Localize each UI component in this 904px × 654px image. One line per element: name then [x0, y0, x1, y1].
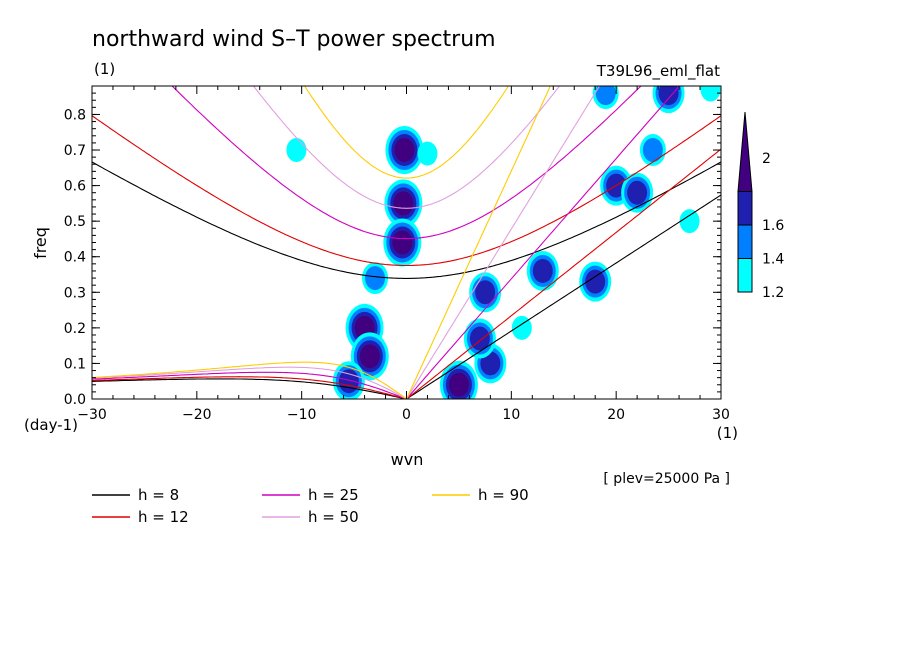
curve-kelvin-h-90 [405, 86, 551, 399]
y-axis: 0.0 0.1 0.2 0.3 0.4 0.5 0.6 0.7 0.8 [64, 92, 721, 408]
x-tick-label: 0 [402, 407, 411, 423]
legend: h = 8 h = 12 h = 25 h = 50 h = 90 [92, 486, 529, 526]
power-blob-0-level-4 [394, 138, 415, 163]
dispersion-curves [92, 86, 721, 399]
legend-label: h = 50 [308, 508, 359, 526]
x-tick-label: −20 [182, 407, 212, 423]
x-tick-label: −30 [77, 407, 107, 423]
curve-rossby-h-50 [92, 366, 407, 399]
colorbar: 1.2 1.4 1.6 2 [737, 111, 784, 301]
chart-title: northward wind S–T power spectrum [92, 27, 496, 52]
experiment-label: T39L96_eml_flat [596, 62, 720, 81]
colorbar-segment [737, 258, 753, 293]
colorbar-segment [737, 191, 753, 226]
legend-label: h = 25 [308, 486, 359, 504]
curve-gravity-h-8 [92, 161, 721, 279]
colorbar-label: 1.2 [762, 285, 784, 301]
colorbar-label: 1.4 [762, 252, 784, 268]
power-blob-16-level-2 [595, 86, 616, 106]
curve-rossby-h-12 [92, 376, 407, 399]
legend-label: h = 8 [138, 486, 179, 504]
curve-gravity-h-90 [303, 86, 510, 179]
curve-kelvin-h-8 [406, 194, 721, 399]
power-blob-8-level-3 [480, 351, 501, 376]
power-contours [286, 86, 721, 399]
power-blob-18-level-2 [365, 266, 386, 291]
y-axis-unit: (day-1) [24, 416, 78, 434]
curve-gravity-h-50 [252, 86, 561, 209]
curve-gravity-h-25 [171, 86, 642, 240]
power-blob-17-level-1 [286, 138, 307, 163]
curve-rossby-h-8 [92, 378, 407, 399]
curve-gravity-h-12 [92, 115, 721, 267]
legend-label: h = 12 [138, 508, 189, 526]
x-tick-label: −10 [287, 407, 317, 423]
y-axis-label: freq [31, 227, 50, 259]
colorbar-segment [737, 224, 753, 259]
power-blob-14-level-2 [642, 138, 663, 163]
colorbar-label: 2 [762, 151, 771, 167]
y-tick-label: 0.7 [64, 143, 86, 159]
power-blob-2-level-4 [392, 230, 413, 255]
legend-label: h = 90 [478, 486, 529, 504]
x-axis: −30 −20 −10 0 10 20 30 [77, 86, 730, 423]
power-blob-20-level-1 [511, 315, 532, 340]
power-blob-11-level-3 [585, 269, 606, 294]
power-blob-4-level-4 [359, 344, 380, 369]
colorbar-label: 1.6 [762, 218, 784, 234]
power-blob-13-level-3 [627, 180, 648, 205]
y-tick-label: 0.1 [64, 356, 86, 372]
curve-rossby-h-25 [92, 371, 407, 399]
x-tick-label: 10 [502, 407, 520, 423]
pressure-level-note: [ plev=25000 Pa ] [603, 471, 730, 487]
power-blob-19-level-1 [417, 141, 438, 166]
power-blob-15-level-3 [658, 86, 679, 106]
x-tick-label: 20 [607, 407, 625, 423]
units-label: (1) [94, 60, 115, 78]
y-tick-label: 0.6 [64, 179, 86, 195]
y-tick-label: 0.4 [64, 250, 86, 266]
power-blob-5-level-3 [338, 369, 359, 394]
power-blob-1-level-4 [393, 191, 414, 216]
y-tick-label: 0.5 [64, 214, 86, 230]
curve-kelvin-h-12 [406, 148, 721, 399]
power-blob-21-level-1 [679, 209, 700, 234]
y-tick-label: 0.8 [64, 107, 86, 123]
x-axis-label: wvn [391, 450, 424, 469]
x-axis-unit: (1) [717, 424, 738, 442]
power-blob-6-level-4 [448, 372, 469, 397]
power-blob-10-level-3 [532, 258, 553, 283]
curve-rossby-h-90 [92, 361, 407, 399]
y-tick-label: 0.0 [64, 392, 86, 408]
x-tick-label: 30 [712, 407, 730, 423]
power-blob-7-level-3 [475, 280, 496, 305]
curve-kelvin-h-25 [406, 86, 681, 399]
y-tick-label: 0.3 [64, 285, 86, 301]
curve-kelvin-h-50 [406, 86, 601, 399]
power-blob-22-level-1 [700, 86, 721, 102]
colorbar-triangle [737, 111, 753, 192]
y-tick-label: 0.2 [64, 321, 86, 337]
